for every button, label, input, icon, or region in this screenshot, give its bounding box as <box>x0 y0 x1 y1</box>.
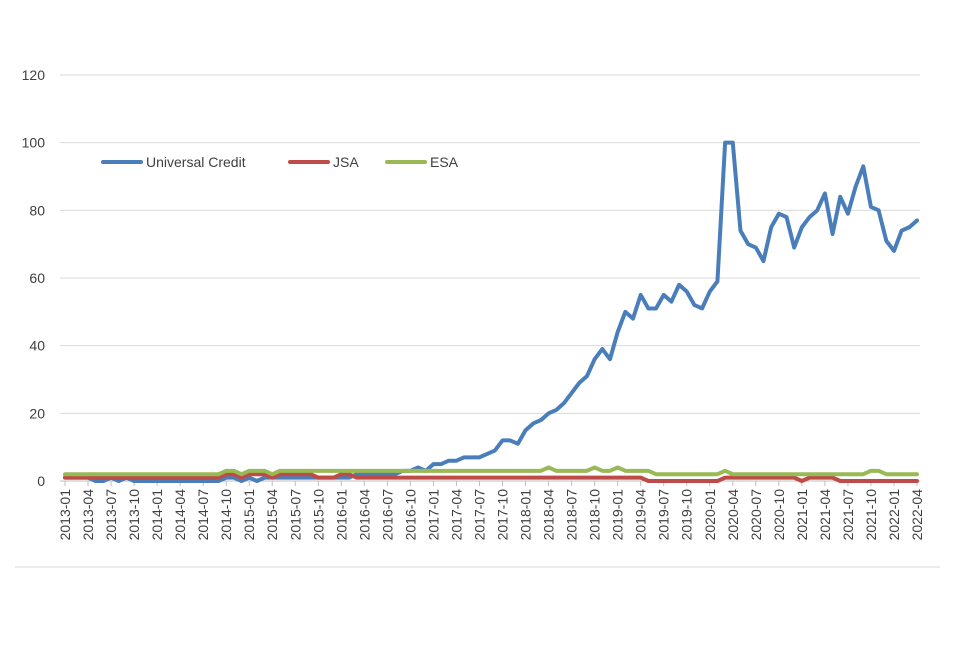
x-tick-label: 2022-04 <box>909 489 925 541</box>
legend-label: ESA <box>430 154 459 170</box>
x-tick-label: 2019-01 <box>610 489 626 541</box>
series-line <box>63 472 919 483</box>
x-tick-label: 2015-07 <box>287 489 303 541</box>
x-tick-label: 2021-01 <box>794 489 810 541</box>
x-tick-label: 2014-01 <box>149 489 165 541</box>
x-tick-label: 2022-01 <box>886 489 902 541</box>
x-tick-label: 2017-07 <box>471 489 487 541</box>
x-tick-label: 2021-10 <box>863 489 879 541</box>
x-tick-label: 2013-10 <box>126 489 142 541</box>
x-tick-label: 2018-04 <box>541 489 557 541</box>
x-tick-label: 2020-04 <box>725 489 741 541</box>
x-tick-label: 2015-04 <box>264 489 280 541</box>
x-tick-label: 2014-07 <box>195 489 211 541</box>
x-tick-label: 2019-04 <box>633 489 649 541</box>
x-tick-label: 2015-01 <box>241 489 257 541</box>
x-tick-label: 2021-04 <box>817 489 833 541</box>
x-tick-label: 2017-01 <box>425 489 441 541</box>
x-tick-label: 2013-01 <box>57 489 73 541</box>
legend-label: Universal Credit <box>146 154 246 170</box>
x-tick-label: 2021-07 <box>840 489 856 541</box>
x-tick-label: 2020-07 <box>748 489 764 541</box>
x-tick-label: 2017-04 <box>448 489 464 541</box>
x-tick-label: 2013-04 <box>80 489 96 541</box>
x-tick-label: 2019-07 <box>656 489 672 541</box>
y-tick-label: 80 <box>29 202 45 218</box>
x-tick-label: 2015-10 <box>310 489 326 541</box>
y-tick-label: 120 <box>22 67 46 83</box>
x-tick-label: 2016-01 <box>333 489 349 541</box>
x-tick-label: 2017-10 <box>495 489 511 541</box>
x-tick-label: 2018-01 <box>518 489 534 541</box>
x-tick-label: 2020-01 <box>702 489 718 541</box>
x-tick-label: 2018-07 <box>564 489 580 541</box>
x-tick-label: 2016-10 <box>402 489 418 541</box>
y-tick-label: 20 <box>29 405 45 421</box>
y-tick-label: 60 <box>29 270 45 286</box>
legend-label: JSA <box>333 154 359 170</box>
x-tick-label: 2018-10 <box>587 489 603 541</box>
x-tick-label: 2019-10 <box>679 489 695 541</box>
x-tick-label: 2016-04 <box>356 489 372 541</box>
y-tick-label: 40 <box>29 338 45 354</box>
x-tick-label: 2014-10 <box>218 489 234 541</box>
y-tick-label: 0 <box>37 473 45 489</box>
y-tick-label: 100 <box>22 135 46 151</box>
series-line <box>63 465 919 477</box>
x-tick-label: 2013-07 <box>103 489 119 541</box>
series-line <box>63 140 919 483</box>
x-tick-label: 2020-10 <box>771 489 787 541</box>
x-tick-label: 2016-07 <box>379 489 395 541</box>
x-tick-label: 2014-04 <box>172 489 188 541</box>
